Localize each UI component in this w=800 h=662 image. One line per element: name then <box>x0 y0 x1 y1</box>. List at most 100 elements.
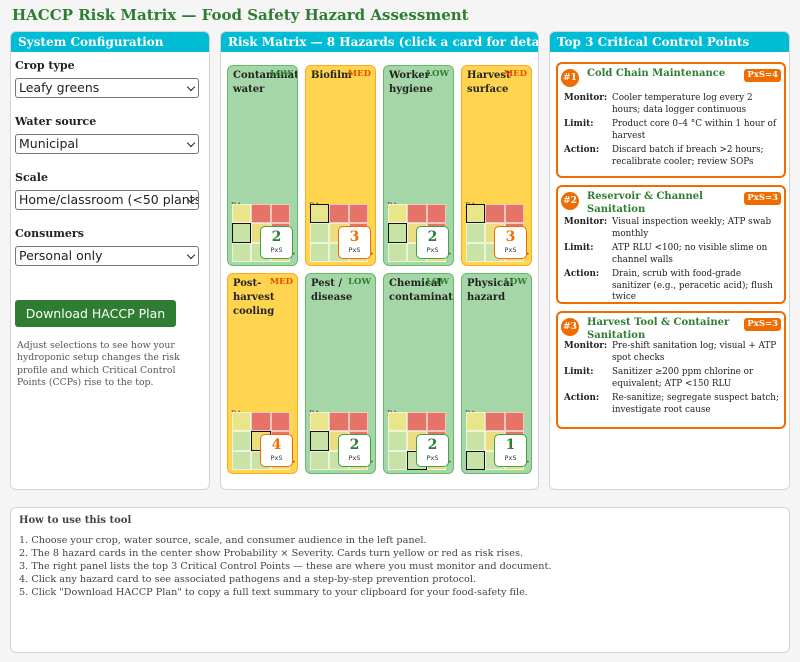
hazard-name: Physical hazard <box>467 278 514 303</box>
water-source-value: Municipal <box>19 136 79 151</box>
risk-grid-cell <box>485 204 505 224</box>
hazard-name: Biofilm <box>311 70 352 81</box>
risk-grid-cell <box>466 223 486 243</box>
hazard-name: Contaminated water <box>233 70 297 95</box>
crop-type-select[interactable]: Leafy greens <box>15 78 199 98</box>
risk-position-marker <box>310 431 330 451</box>
risk-grid-cell <box>232 431 252 451</box>
risk-grid-cell <box>270 204 290 224</box>
hazard-name: Pest / disease <box>311 278 353 303</box>
ccp-panel-title: Top 3 Critical Control Points <box>550 32 789 52</box>
risk-position-marker <box>466 450 486 470</box>
risk-grid-cell <box>388 450 408 470</box>
scale-label: Scale <box>15 171 48 184</box>
risk-score-label: PxS <box>270 454 283 462</box>
risk-grid-cell <box>504 204 524 224</box>
risk-grid-cell <box>485 412 505 432</box>
risk-grid-cell <box>251 412 271 432</box>
risk-level-badge: MED <box>269 277 293 287</box>
action-label: Action: <box>564 145 600 155</box>
consumers-value: Personal only <box>19 248 103 263</box>
ccp-title: Harvest Tool & Container Sanitation <box>587 317 730 341</box>
risk-score: 4 <box>271 437 282 453</box>
hazard-name: Chemical contamination <box>389 278 453 303</box>
chevron-down-icon <box>186 138 196 148</box>
risk-grid-cell <box>232 204 252 224</box>
ccp-panel: Top 3 Critical Control Points #1 Cold Ch… <box>549 31 790 490</box>
ccp-card-harvest-tool-sanitation[interactable]: #3 Harvest Tool & Container Sanitation P… <box>556 311 786 429</box>
how-to-step: 4. Click any hazard card to see associat… <box>19 574 477 586</box>
risk-grid-cell <box>270 412 290 432</box>
risk-score: 1 <box>505 437 516 453</box>
risk-score-badge: 4 PxS <box>260 434 293 467</box>
ccp-card-cold-chain[interactable]: #1 Cold Chain Maintenance PxS=4 Monitor:… <box>556 62 786 178</box>
action-label: Action: <box>564 393 600 403</box>
risk-level-badge: MED <box>347 69 371 79</box>
consumers-select[interactable]: Personal only <box>15 246 199 266</box>
risk-level-badge: MED <box>503 69 527 79</box>
risk-level-badge: LOW <box>504 277 527 287</box>
risk-level-badge: LOW <box>270 69 293 79</box>
risk-score-badge: 2 PxS <box>338 434 371 467</box>
limit-value: Product core 0–4 °C within 1 hour of har… <box>612 119 777 141</box>
monitor-label: Monitor: <box>564 93 608 103</box>
risk-score-badge: 1 PxS <box>494 434 527 467</box>
risk-grid-cell <box>310 412 330 432</box>
risk-level-badge: LOW <box>426 277 449 287</box>
ccp-score-badge: PxS=3 <box>744 318 781 331</box>
risk-grid-cell <box>310 223 330 243</box>
limit-label: Limit: <box>564 367 594 377</box>
limit-value: Sanitizer ≥200 ppm chlorine or equivalen… <box>612 367 754 389</box>
risk-grid-cell <box>348 204 368 224</box>
crop-type-label: Crop type <box>15 59 75 72</box>
monitor-value: Visual inspection weekly; ATP swab month… <box>612 217 772 239</box>
ccp-rank-badge: #1 <box>561 69 579 87</box>
risk-grid-cell <box>310 242 330 262</box>
risk-grid-cell <box>426 412 446 432</box>
action-label: Action: <box>564 269 600 279</box>
risk-score: 2 <box>427 437 438 453</box>
config-panel-title: System Configuration <box>11 32 209 52</box>
ccp-rank-badge: #3 <box>561 318 579 336</box>
risk-grid-cell <box>232 412 252 432</box>
risk-score-label: PxS <box>426 454 439 462</box>
risk-position-marker <box>232 223 252 243</box>
risk-position-marker <box>466 204 486 224</box>
risk-level-badge: LOW <box>426 69 449 79</box>
hazard-name: Post-harvest cooling <box>233 278 275 317</box>
water-source-label: Water source <box>15 115 97 128</box>
risk-grid-cell <box>388 204 408 224</box>
risk-grid-cell <box>232 450 252 470</box>
how-to-step: 2. The 8 hazard cards in the center show… <box>19 548 524 560</box>
risk-grid-cell <box>329 204 349 224</box>
risk-level-badge: LOW <box>348 277 371 287</box>
risk-matrix-panel: Risk Matrix — 8 Hazards (click a card fo… <box>220 31 539 490</box>
risk-matrix-title: Risk Matrix — 8 Hazards (click a card fo… <box>221 32 538 52</box>
risk-grid-cell <box>466 431 486 451</box>
risk-grid-cell <box>348 412 368 432</box>
risk-score-label: PxS <box>504 454 517 462</box>
risk-score-badge: 3 PxS <box>338 226 371 259</box>
ccp-score-badge: PxS=4 <box>744 69 781 82</box>
limit-value: ATP RLU <100; no visible slime on channe… <box>612 243 768 265</box>
consumers-label: Consumers <box>15 227 84 240</box>
risk-score-badge: 2 PxS <box>260 226 293 259</box>
risk-score: 2 <box>349 437 360 453</box>
download-haccp-plan-button[interactable]: Download HACCP Plan <box>15 300 176 327</box>
scale-select[interactable]: Home/classroom (<50 plants) <box>15 190 199 210</box>
risk-grid-cell <box>466 242 486 262</box>
risk-score-label: PxS <box>348 454 361 462</box>
ccp-rank-badge: #2 <box>561 192 579 210</box>
risk-grid-cell <box>407 204 427 224</box>
risk-score: 2 <box>271 229 282 245</box>
water-source-select[interactable]: Municipal <box>15 134 199 154</box>
ccp-card-reservoir-sanitation[interactable]: #2 Reservoir & Channel Sanitation PxS=3 … <box>556 185 786 304</box>
